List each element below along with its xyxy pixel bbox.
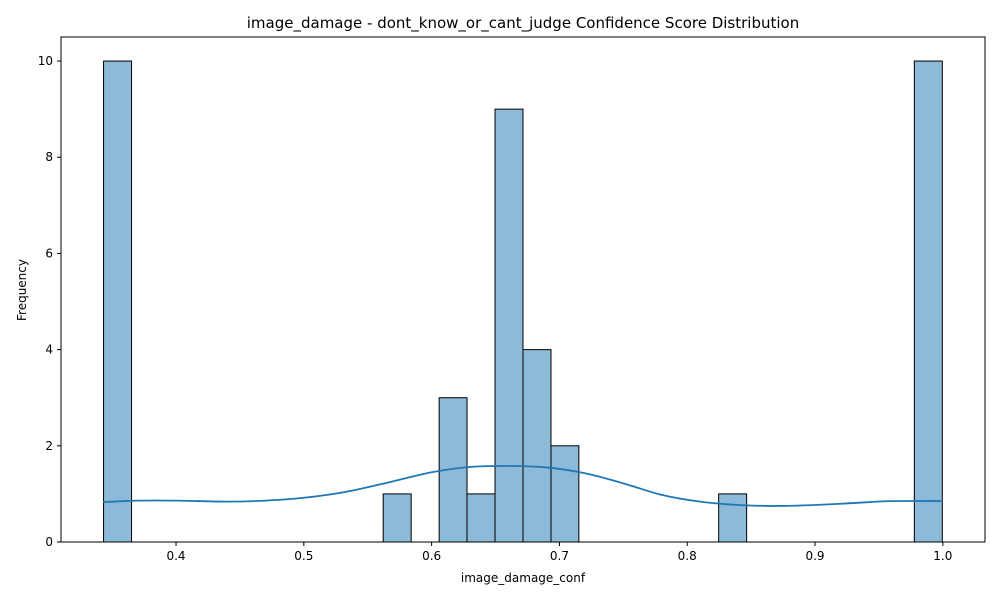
x-tick-label: 0.7 [550, 549, 569, 563]
y-tick-label: 8 [45, 150, 53, 164]
y-tick-label: 2 [45, 439, 53, 453]
histogram-bar [494, 108, 524, 543]
y-tick-label: 10 [38, 54, 53, 68]
chart-title: image_damage - dont_know_or_cant_judge C… [247, 14, 799, 33]
histogram-bar [522, 349, 552, 543]
histogram-bar [550, 445, 580, 543]
x-axis-ticks: 0.4 0.5 0.6 0.7 0.8 0.9 1.0 [166, 542, 952, 563]
histogram-bar [718, 493, 748, 543]
x-tick-label: 0.9 [805, 549, 824, 563]
x-tick-label: 1.0 [933, 549, 952, 563]
x-tick-label: 0.8 [678, 549, 697, 563]
y-axis-label: Frequency [15, 259, 29, 321]
axes-group [60, 36, 986, 543]
histogram-bar [382, 493, 412, 543]
histogram-bar [913, 60, 943, 543]
x-tick-label: 0.4 [166, 549, 185, 563]
x-axis-label: image_damage_conf [461, 571, 586, 585]
plot-frame [60, 36, 986, 543]
bars-group [103, 60, 943, 543]
y-axis-ticks: 0 2 4 6 8 10 [38, 54, 61, 549]
kde-curve [103, 465, 943, 507]
histogram-bar [103, 60, 133, 543]
x-tick-label: 0.6 [422, 549, 441, 563]
histogram-bar [466, 493, 496, 543]
x-tick-label: 0.5 [294, 549, 313, 563]
y-tick-label: 4 [45, 343, 53, 357]
y-tick-label: 6 [45, 246, 53, 260]
y-tick-label: 0 [45, 535, 53, 549]
